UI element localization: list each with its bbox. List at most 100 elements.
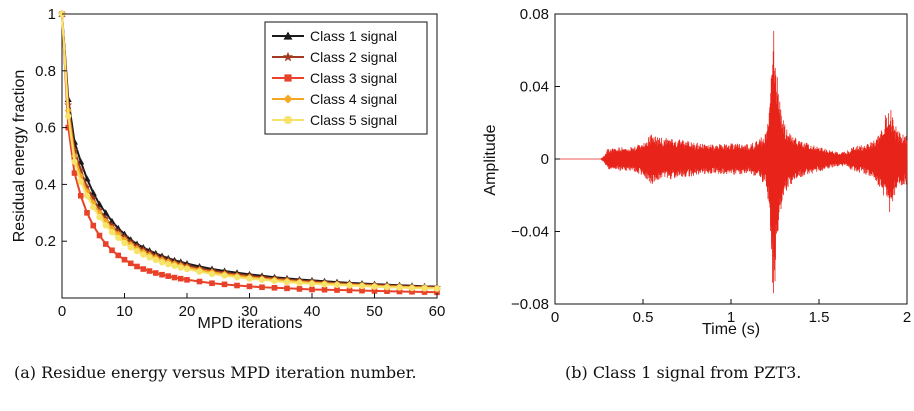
chart-a-data-point [65, 124, 72, 131]
chart-a-data-point [233, 274, 241, 281]
chart-b-signal [555, 30, 908, 294]
chart-a-series-5 [58, 10, 441, 292]
chart-a-data-point [183, 265, 191, 273]
chart-a-data-point [171, 262, 178, 270]
chart-a-data-point [196, 268, 203, 275]
chart-a-x-tick-label: 40 [304, 303, 321, 320]
chart-a-data-point [383, 284, 391, 291]
chart-a-data-point [333, 281, 341, 289]
chart-a-data-point [271, 284, 278, 291]
chart-a-legend-marker [282, 51, 294, 62]
chart-a-data-point [83, 183, 91, 191]
chart-a-data-point [84, 210, 90, 216]
chart-a-data-point [159, 271, 165, 278]
chart-a-series-group [58, 9, 441, 296]
chart-a-data-point [259, 284, 265, 291]
chart-b-y-tick-label: −0.04 [511, 224, 549, 241]
chart-a-y-ticks: 0.2 0.4 0.6 0.8 1 [35, 6, 67, 250]
chart-a-legend-entry-1: Class 1 signal [272, 28, 397, 44]
chart-a-data-point [83, 192, 91, 199]
chart-b-x-ticks: 0 0.5 1 1.5 2 [551, 299, 911, 326]
chart-a-x-axis-label: MPD iterations [198, 315, 303, 332]
chart-a-legend-label: Class 2 signal [310, 49, 397, 65]
chart-a-legend-entry-3: Class 3 signal [272, 70, 397, 86]
chart-a-x-tick-label: 60 [429, 303, 446, 320]
chart-a-data-point [271, 277, 278, 285]
chart-a-data-point [321, 286, 328, 293]
chart-a-y-tick-label: 0.8 [35, 63, 56, 80]
chart-a-y-tick-label: 0.4 [35, 176, 56, 193]
chart-a-data-point [140, 266, 147, 272]
chart-a-data-point [109, 247, 115, 254]
chart-a-legend-label: Class 1 signal [310, 28, 397, 44]
chart-a-data-point [121, 256, 128, 263]
chart-a-data-point [158, 259, 166, 266]
chart-a-data-point [283, 278, 291, 286]
chart-a-data-point [346, 282, 353, 289]
chart-b-y-ticks: 0.08 0.04 0 −0.04 −0.08 [511, 6, 560, 313]
chart-a-data-point [165, 261, 172, 268]
chart-a-data-point [359, 287, 365, 294]
chart-a-data-point [127, 244, 134, 251]
chart-a-data-point [358, 282, 366, 290]
chart-a-data-point [71, 158, 78, 165]
chart-a-data-point [77, 178, 84, 185]
caption-a: (a) Residue energy versus MPD iteration … [14, 363, 417, 382]
chart-a-data-point [65, 113, 72, 120]
chart-a-data-point [96, 232, 103, 239]
chart-a-data-point [346, 287, 353, 294]
chart-a-legend-label: Class 3 signal [310, 70, 397, 86]
chart-a-data-point [433, 285, 441, 292]
chart-a-data-point [309, 286, 315, 293]
chart-a-legend-label: Class 5 signal [310, 112, 397, 128]
chart-a-x-ticks: 0 10 20 30 40 50 60 [58, 293, 446, 320]
chart-b-x-tick-label: 2 [903, 309, 911, 326]
chart-a-legend-marker [283, 94, 293, 104]
caption-b: (b) Class 1 signal from PZT3. [565, 363, 802, 382]
chart-a-data-point [90, 203, 97, 211]
chart-a-data-point [77, 192, 84, 199]
chart-a-data-point [89, 194, 98, 202]
chart-a-data-point [384, 288, 390, 294]
chart-a-data-point [284, 285, 290, 292]
chart-a-data-point [102, 241, 109, 247]
chart-a-data-point [177, 264, 184, 271]
chart-a-data-point [296, 279, 303, 287]
chart-a-data-point [133, 247, 141, 255]
chart-a-data-point [171, 274, 178, 281]
chart-b-x-tick-label: 0.5 [633, 309, 654, 326]
chart-b-y-tick-label: −0.08 [511, 296, 549, 313]
chart-b-x-tick-label: 0 [551, 309, 559, 326]
chart-a-data-point [321, 281, 328, 288]
chart-b-x-tick-label: 1 [727, 309, 735, 326]
chart-a-x-tick-label: 30 [241, 303, 258, 320]
chart-a-data-point [371, 283, 378, 290]
chart-a-legend-label: Class 4 signal [310, 91, 397, 107]
chart-a-series-3 [59, 11, 440, 296]
chart-a-legend-marker [283, 115, 293, 125]
chart-a-data-point [334, 287, 340, 293]
chart-a-data-point [371, 288, 378, 294]
chart-b-y-axis-label: Amplitude [482, 124, 499, 195]
chart-a-data-point [221, 281, 228, 288]
chart-b-signal-trace [555, 30, 908, 294]
chart-a-data-point [396, 284, 403, 291]
chart-a-data-point [196, 278, 203, 285]
chart-b-y-tick-label: 0.08 [520, 6, 549, 23]
chart-a: 0 10 20 30 40 50 60 0.2 0.4 0.6 0.8 1 MPD iteratio… [11, 6, 445, 332]
chart-a-data-point [296, 286, 303, 292]
chart-a-data-point [258, 276, 266, 283]
chart-a-data-point [208, 270, 216, 278]
chart-a-data-point [102, 222, 109, 229]
chart-a-data-point [221, 272, 228, 279]
chart-a-y-axis-label: Residual energy fraction [11, 70, 28, 243]
chart-a-data-point [308, 280, 316, 287]
chart-a-legend-marker [284, 74, 292, 82]
chart-a-data-point [421, 285, 428, 292]
chart-a-data-point [134, 263, 140, 270]
chart-a-x-tick-label: 0 [58, 303, 66, 320]
chart-a-data-point [396, 288, 403, 295]
chart-a-data-point [121, 239, 128, 247]
chart-a-data-point [408, 284, 416, 292]
